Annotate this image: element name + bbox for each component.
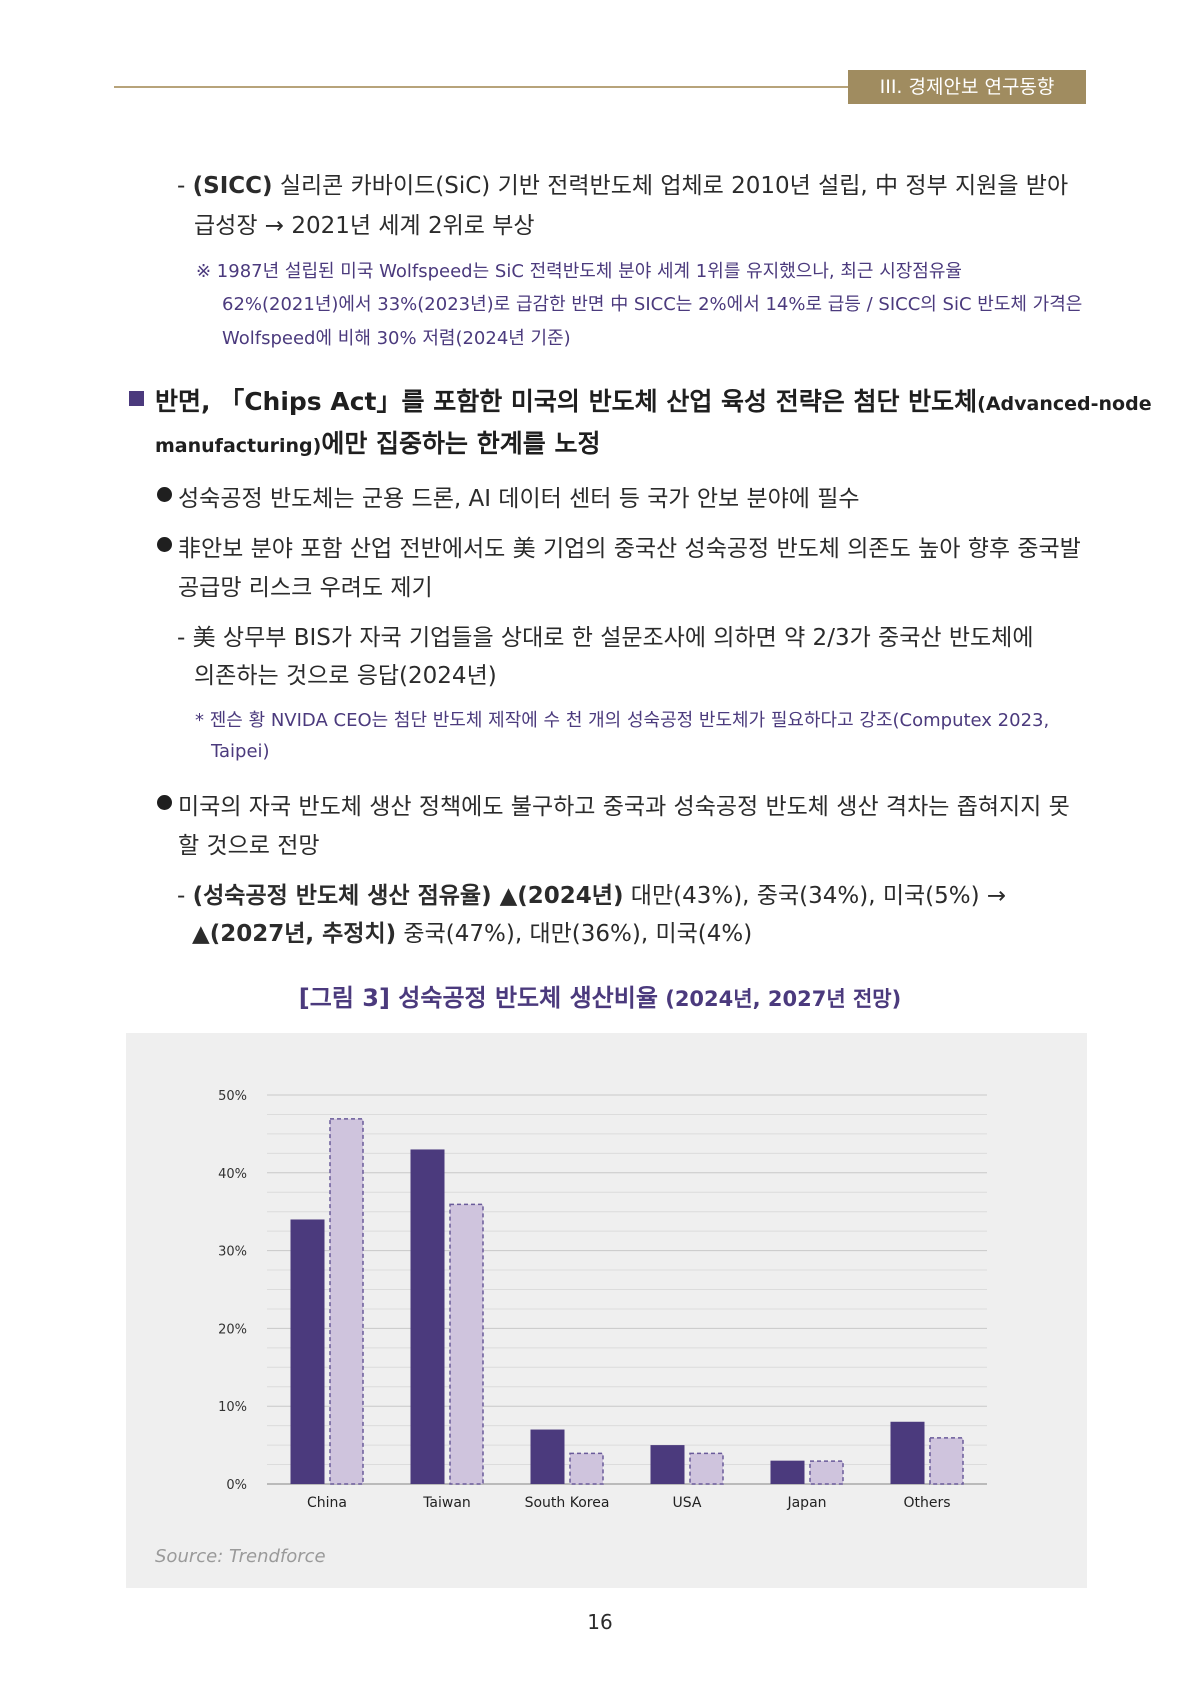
y-tick-label: 30%	[218, 1245, 247, 1260]
x-tick-label: Taiwan	[422, 1495, 471, 1511]
sicc-dash: -	[177, 173, 193, 199]
bullet-3-line-1: 미국의 자국 반도체 생산 정책에도 불구하고 중국과 성숙공정 반도체 생산 …	[178, 794, 1070, 820]
bar-2027	[809, 1460, 844, 1485]
bar-chart: 0% 10% 20% 30% 40% 50% China Taiwan South Korea U…	[218, 1089, 987, 1511]
bar-2024	[650, 1445, 685, 1484]
y-tick-label: 50%	[218, 1089, 247, 1104]
bullet-1: 성숙공정 반도체는 군용 드론, AI 데이터 센터 등 국가 안보 분야에 필…	[178, 486, 860, 512]
bullet-2-line-1: 非안보 분야 포함 산업 전반에서도 美 기업의 중국산 성숙공정 반도체 의존…	[178, 536, 1081, 562]
share-2027-values: 중국(47%), 대만(36%), 미국(4%)	[396, 921, 753, 947]
bullet-2-sub-line-1: - 美 상무부 BIS가 자국 기업들을 상대로 한 설문조사에 의하면 약 2…	[177, 625, 1034, 651]
figure-title-sub: (2024년, 2027년 전망)	[657, 987, 902, 1011]
square-bullet-icon	[129, 391, 144, 406]
bar-2027	[929, 1437, 964, 1485]
figure-title: [그림 3] 성숙공정 반도체 생산비율 (2024년, 2027년 전망)	[0, 978, 1200, 1013]
sicc-line-2: 급성장 → 2021년 세계 2위로 부상	[194, 213, 535, 239]
bullet-3-sub-line-1: - (성숙공정 반도체 생산 점유율) ▲(2024년) 대만(43%), 중국…	[177, 876, 1006, 910]
chart-panel: 0% 10% 20% 30% 40% 50% China Taiwan South Korea U…	[126, 1033, 1087, 1588]
bullet-dot-icon	[157, 487, 172, 502]
sicc-note-line-1: ※ 1987년 설립된 미국 Wolfspeed는 SiC 전력반도체 분야 세…	[196, 261, 962, 282]
y-tick-label: 10%	[218, 1400, 247, 1415]
bullet-dot-icon	[157, 537, 172, 552]
main-point-text-c: manufacturing)	[155, 435, 322, 457]
sicc-line-1: - (SICC) 실리콘 카바이드(SiC) 기반 전력반도체 업체로 2010…	[177, 166, 1068, 200]
bar-2024	[770, 1460, 805, 1484]
y-tick-label: 20%	[218, 1322, 247, 1337]
sub-dash: -	[177, 883, 186, 909]
x-tick-label: China	[307, 1495, 347, 1511]
figure-title-main: [그림 3] 성숙공정 반도체 생산비율	[298, 984, 658, 1012]
bar-2024	[290, 1219, 325, 1484]
bullet-3-sub-line-2: ▲(2027년, 추정치) 중국(47%), 대만(36%), 미국(4%)	[192, 914, 752, 948]
bullet-2-sub-line-2: 의존하는 것으로 응답(2024년)	[194, 663, 497, 689]
figure-source: Source: Trendforce	[155, 1546, 326, 1567]
bullet-2-line-2: 공급망 리스크 우려도 제기	[178, 575, 433, 601]
bullet-3-line-2: 할 것으로 전망	[178, 833, 320, 859]
bar-2024	[530, 1429, 565, 1484]
bar-2027	[569, 1452, 604, 1485]
bar-2027	[329, 1118, 364, 1485]
sicc-label: (SICC)	[192, 173, 273, 199]
bullet-2-note-line-1: * 젠슨 황 NVIDA CEO는 첨단 반도체 제작에 수 천 개의 성숙공정…	[195, 710, 1050, 731]
main-point-line-2: manufacturing)에만 집중하는 한계를 노정	[155, 424, 600, 460]
x-tick-label: Others	[903, 1495, 950, 1511]
share-2027-label: ▲(2027년, 추정치)	[192, 921, 397, 947]
bar-2024	[410, 1149, 445, 1484]
share-label: (성숙공정 반도체 생산 점유율) ▲(2024년)	[192, 883, 624, 909]
bar-2027	[689, 1452, 724, 1485]
page-number: 16	[587, 1610, 613, 1634]
bullet-2-note-line-2: Taipei)	[211, 741, 270, 762]
bullet-dot-icon	[157, 795, 172, 810]
sicc-note-line-2: 62%(2021년)에서 33%(2023년)로 급감한 반면 中 SICC는 …	[222, 294, 1083, 315]
y-tick-label: 40%	[218, 1167, 247, 1182]
main-point-line-1: 반면, 「Chips Act」를 포함한 미국의 반도체 산업 육성 전략은 첨…	[155, 382, 1152, 418]
bar-2027	[449, 1203, 484, 1485]
x-tick-label: Japan	[786, 1495, 826, 1511]
main-point-text-a: 반면, 「Chips Act」를 포함한 미국의 반도체 산업 육성 전략은 첨…	[155, 387, 978, 416]
x-tick-label: South Korea	[525, 1495, 610, 1511]
y-tick-label: 0%	[226, 1478, 247, 1493]
header-rule	[114, 86, 1086, 88]
main-point-text-b: (Advanced-node	[977, 393, 1152, 415]
sicc-note-line-3: Wolfspeed에 비해 30% 저렴(2024년 기준)	[222, 328, 571, 349]
bar-2024	[890, 1421, 925, 1484]
section-tag: III. 경제안보 연구동향	[848, 70, 1086, 104]
x-tick-label: USA	[673, 1495, 702, 1511]
main-point-text-d: 에만 집중하는 한계를 노정	[321, 429, 601, 458]
sicc-line-1-text: 실리콘 카바이드(SiC) 기반 전력반도체 업체로 2010년 설립, 中 정…	[272, 173, 1069, 199]
share-2024-values: 대만(43%), 중국(34%), 미국(5%) →	[623, 883, 1007, 909]
